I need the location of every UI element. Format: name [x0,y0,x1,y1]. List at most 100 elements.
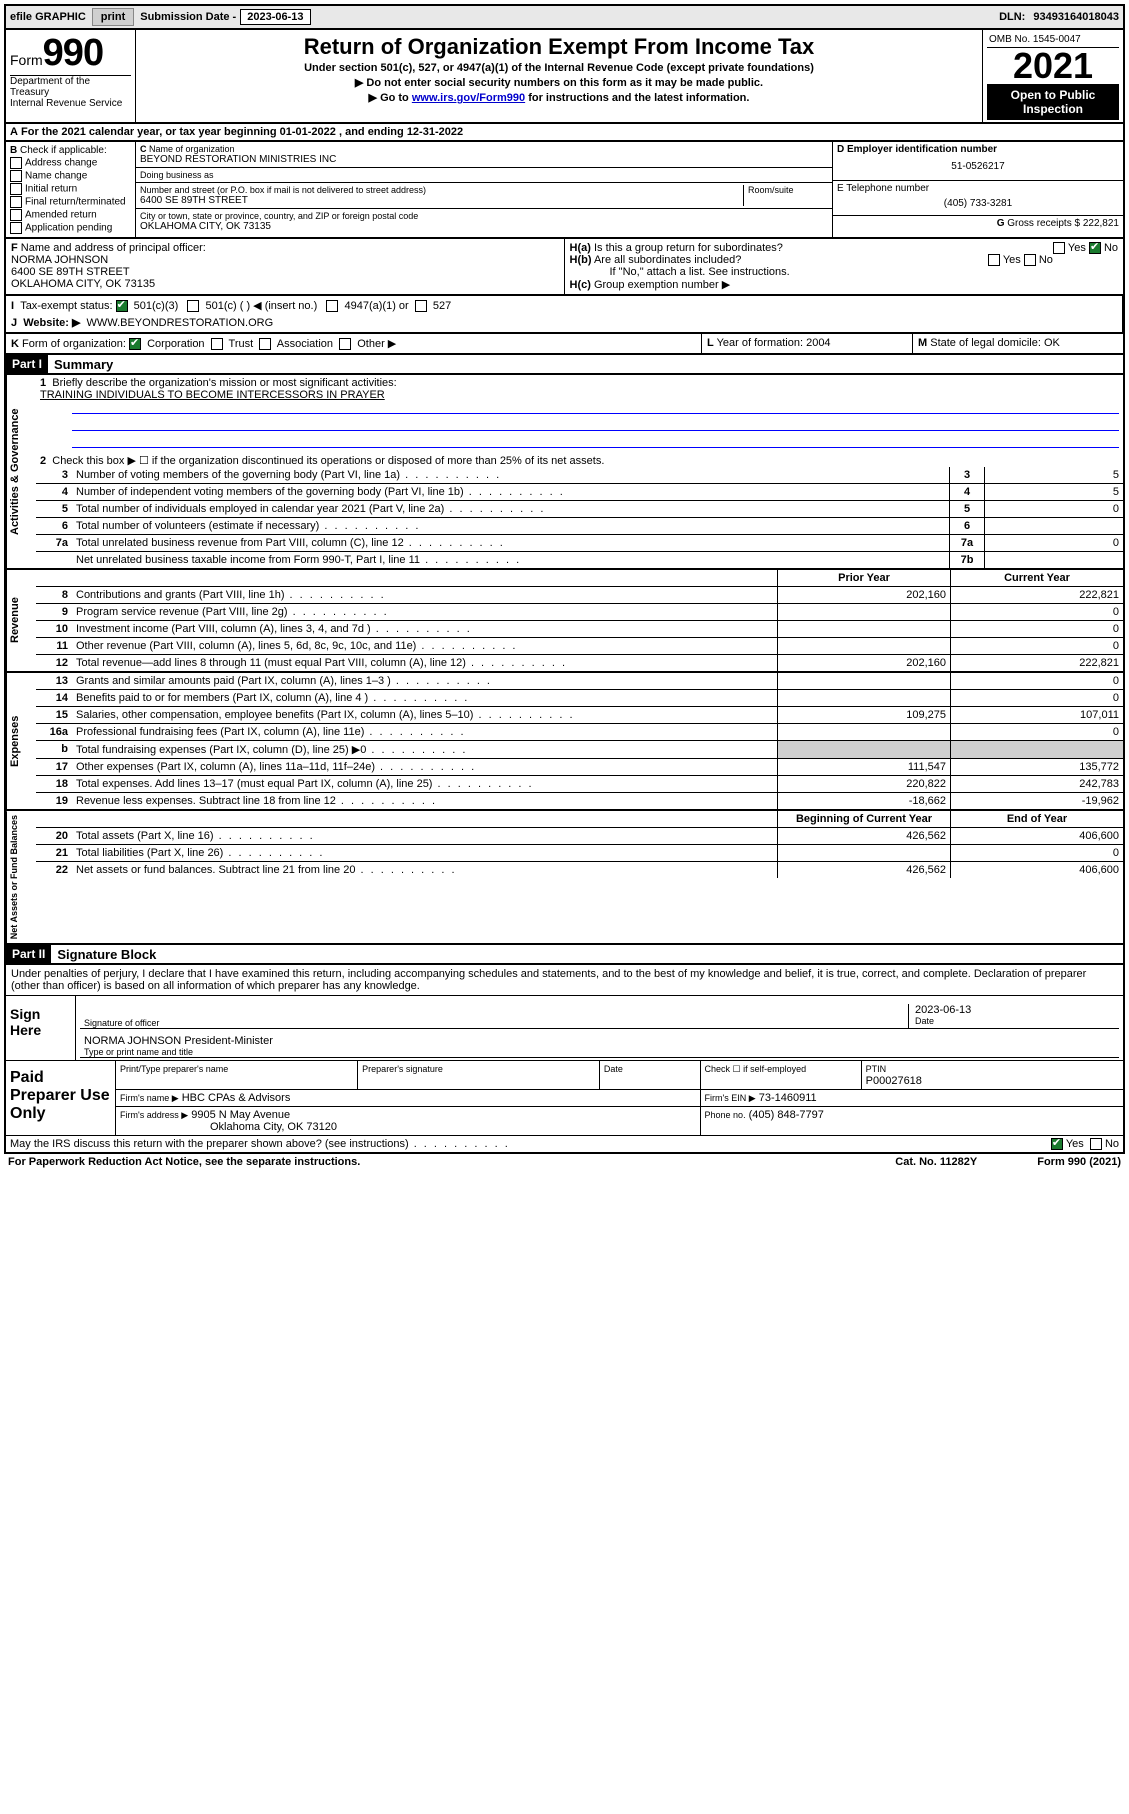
h-end: End of Year [950,811,1123,827]
h-begin: Beginning of Current Year [777,811,950,827]
tab-revenue: Revenue [6,570,36,671]
firm-city: Oklahoma City, OK 73120 [120,1121,337,1133]
cb-amended[interactable]: Amended return [10,209,131,221]
print-button[interactable]: print [92,8,134,26]
governance-section: Activities & Governance 1 Briefly descri… [4,375,1125,570]
sig-date: 2023-06-13 [915,1004,1115,1016]
firm-addr: 9905 N May Avenue [191,1109,290,1121]
cat-no: Cat. No. 11282Y [895,1156,1037,1168]
cb-527[interactable] [415,300,427,312]
summary-line: 16aProfessional fundraising fees (Part I… [36,724,1123,741]
open-public-badge: Open to Public Inspection [987,84,1119,120]
net-assets-section: Net Assets or Fund Balances Beginning of… [4,811,1125,945]
domicile-state: OK [1044,337,1060,349]
summary-line: 10Investment income (Part VIII, column (… [36,621,1123,638]
cb-assoc[interactable] [259,338,271,350]
preparer-table: Print/Type preparer's name Preparer's si… [116,1061,1123,1135]
tab-governance: Activities & Governance [6,375,36,568]
city: OKLAHOMA CITY, OK 73135 [140,221,828,232]
section-h: H(a) Is this a group return for subordin… [565,239,1124,294]
entity-grid: B Check if applicable: Address change Na… [4,142,1125,239]
form-version: Form 990 (2021) [1037,1156,1121,1168]
footer: For Paperwork Reduction Act Notice, see … [4,1154,1125,1170]
tab-expenses: Expenses [6,673,36,809]
declaration: Under penalties of perjury, I declare th… [6,965,1123,996]
row-ij: I Tax-exempt status: 501(c)(3) 501(c) ( … [4,296,1125,334]
cb-final[interactable]: Final return/terminated [10,196,131,208]
form-word: Form [10,52,43,68]
officer-name: NORMA JOHNSON [11,254,108,266]
sign-here-label: Sign Here [6,996,76,1060]
irs-link[interactable]: www.irs.gov/Form990 [412,92,525,104]
cb-discuss-yes[interactable] [1051,1138,1063,1150]
h-prior: Prior Year [777,570,950,586]
summary-line: 18Total expenses. Add lines 13–17 (must … [36,776,1123,793]
form-header: Form 990 Department of the Treasury Inte… [4,30,1125,124]
discuss-row: May the IRS discuss this return with the… [6,1135,1123,1152]
cb-name[interactable]: Name change [10,170,131,182]
cb-501c3[interactable] [116,300,128,312]
website: WWW.BEYONDRESTORATION.ORG [87,317,274,329]
cb-discuss-no[interactable] [1090,1138,1102,1150]
part1-header: Part I Summary [4,355,1125,375]
form-number-cell: Form 990 [10,32,131,75]
signature-block: Under penalties of perjury, I declare th… [4,965,1125,1154]
cb-corp[interactable] [129,338,141,350]
tab-net: Net Assets or Fund Balances [6,811,36,943]
summary-line: 6Total number of volunteers (estimate if… [36,518,1123,535]
summary-line: 17Other expenses (Part IX, column (A), l… [36,759,1123,776]
summary-line: 13Grants and similar amounts paid (Part … [36,673,1123,690]
h-current: Current Year [950,570,1123,586]
expenses-section: Expenses 13Grants and similar amounts pa… [4,673,1125,811]
section-f: F Name and address of principal officer:… [6,239,565,294]
summary-line: 5Total number of individuals employed in… [36,501,1123,518]
summary-line: 22Net assets or fund balances. Subtract … [36,862,1123,878]
cb-initial[interactable]: Initial return [10,183,131,195]
top-bar: efile GRAPHIC print Submission Date - 20… [4,4,1125,30]
form-num: 990 [43,32,103,75]
officer-name-title: NORMA JOHNSON President-Minister [84,1035,1115,1047]
firm-name: HBC CPAs & Advisors [182,1092,291,1104]
summary-line: 7aTotal unrelated business revenue from … [36,535,1123,552]
summary-line: 12Total revenue—add lines 8 through 11 (… [36,655,1123,671]
summary-line: 14Benefits paid to or for members (Part … [36,690,1123,707]
cb-trust[interactable] [211,338,223,350]
summary-line: bTotal fundraising expenses (Part IX, co… [36,741,1123,759]
note-goto: ▶ Go to www.irs.gov/Form990 for instruct… [140,91,978,104]
summary-line: 8Contributions and grants (Part VIII, li… [36,587,1123,604]
submission-date: 2023-06-13 [240,9,310,25]
row-klm: K Form of organization: Corporation Trus… [4,334,1125,355]
part2-header: Part II Signature Block [4,945,1125,965]
ptin: P00027618 [866,1075,922,1087]
street: 6400 SE 89TH STREET [140,195,739,206]
column-c: C Name of organization BEYOND RESTORATIO… [136,142,833,237]
ein: 51-0526217 [837,155,1119,178]
cb-application[interactable]: Application pending [10,222,131,234]
submission-label: Submission Date - [136,11,240,23]
gross-receipts: 222,821 [1083,218,1119,229]
fh-grid: F Name and address of principal officer:… [4,239,1125,296]
note-ssn: ▶ Do not enter social security numbers o… [140,76,978,89]
department: Department of the Treasury [10,76,131,98]
cb-address[interactable]: Address change [10,157,131,169]
column-b: B Check if applicable: Address change Na… [6,142,136,237]
summary-line: 20Total assets (Part X, line 16)426,5624… [36,828,1123,845]
summary-line: 19Revenue less expenses. Subtract line 1… [36,793,1123,809]
dln-label: DLN: [995,11,1029,23]
cb-other[interactable] [339,338,351,350]
cb-4947[interactable] [326,300,338,312]
form-title: Return of Organization Exempt From Incom… [140,34,978,60]
preparer-section: Paid Preparer Use Only Print/Type prepar… [6,1060,1123,1135]
summary-line: 15Salaries, other compensation, employee… [36,707,1123,724]
summary-line: 9Program service revenue (Part VIII, lin… [36,604,1123,621]
summary-line: 3Number of voting members of the governi… [36,467,1123,484]
summary-line: 11Other revenue (Part VIII, column (A), … [36,638,1123,655]
firm-phone: (405) 848-7797 [749,1109,824,1121]
efile-label: efile GRAPHIC [6,11,90,23]
mission: TRAINING INDIVIDUALS TO BECOME INTERCESS… [40,389,385,401]
dept-cell: Department of the Treasury Internal Reve… [10,75,131,109]
revenue-section: Revenue Prior Year Current Year 8Contrib… [4,570,1125,673]
cb-501c[interactable] [187,300,199,312]
year-formation: 2004 [806,337,830,349]
dln-value: 93493164018043 [1029,11,1123,23]
